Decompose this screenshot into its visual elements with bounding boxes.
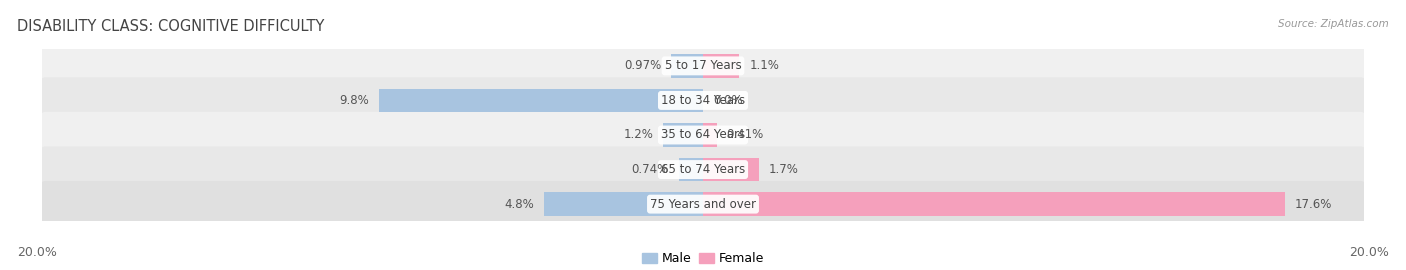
Text: DISABILITY CLASS: COGNITIVE DIFFICULTY: DISABILITY CLASS: COGNITIVE DIFFICULTY — [17, 19, 325, 34]
Text: 20.0%: 20.0% — [1350, 246, 1389, 259]
Text: 65 to 74 Years: 65 to 74 Years — [661, 163, 745, 176]
Bar — [671, 54, 703, 78]
Text: 0.41%: 0.41% — [727, 129, 763, 141]
Text: 4.8%: 4.8% — [505, 198, 534, 211]
Text: 1.1%: 1.1% — [749, 59, 779, 72]
Text: 1.7%: 1.7% — [769, 163, 799, 176]
Text: 0.97%: 0.97% — [624, 59, 661, 72]
Text: Source: ZipAtlas.com: Source: ZipAtlas.com — [1278, 19, 1389, 29]
FancyBboxPatch shape — [41, 112, 1365, 158]
Text: 1.2%: 1.2% — [624, 129, 654, 141]
Text: 0.0%: 0.0% — [713, 94, 742, 107]
Text: 75 Years and over: 75 Years and over — [650, 198, 756, 211]
FancyBboxPatch shape — [41, 77, 1365, 124]
Text: 20.0%: 20.0% — [17, 246, 56, 259]
Bar — [679, 158, 703, 181]
Text: 5 to 17 Years: 5 to 17 Years — [665, 59, 741, 72]
Bar — [703, 123, 717, 147]
FancyBboxPatch shape — [41, 181, 1365, 227]
Text: 17.6%: 17.6% — [1295, 198, 1331, 211]
Bar — [664, 123, 703, 147]
Legend: Male, Female: Male, Female — [637, 247, 769, 270]
Text: 35 to 64 Years: 35 to 64 Years — [661, 129, 745, 141]
FancyBboxPatch shape — [41, 43, 1365, 89]
FancyBboxPatch shape — [41, 146, 1365, 193]
Text: 18 to 34 Years: 18 to 34 Years — [661, 94, 745, 107]
Bar — [703, 192, 1285, 216]
Text: 0.74%: 0.74% — [631, 163, 669, 176]
Bar — [703, 54, 740, 78]
Bar — [380, 89, 703, 112]
Bar — [703, 158, 759, 181]
Bar — [544, 192, 703, 216]
Text: 9.8%: 9.8% — [339, 94, 370, 107]
